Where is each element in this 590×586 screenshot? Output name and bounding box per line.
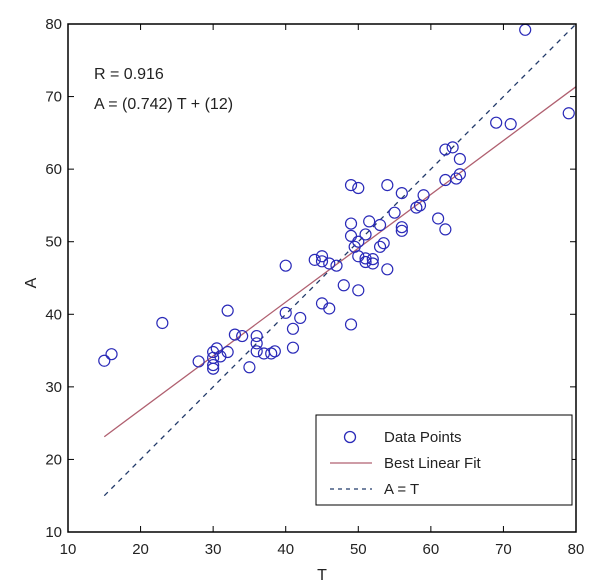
data-point [279,306,292,319]
y-tick-label: 60 [45,161,62,178]
legend-marker-data-points [343,430,357,444]
data-point [417,189,430,202]
data-point [250,329,263,343]
data-point [228,328,242,341]
data-point [395,186,408,200]
data-point [381,179,394,192]
annotation-equation: A = (0.742) T + (12) [94,96,233,113]
data-point [377,237,390,250]
data-point [446,141,459,154]
data-point [210,342,223,355]
data-point [359,255,372,269]
data-point [366,253,379,266]
data-point [432,212,445,225]
x-tick-label: 70 [495,541,512,558]
data-point [352,284,365,297]
legend-label-data-points: Data Points [384,429,462,446]
x-tick-label: 20 [132,541,149,558]
y-tick-label: 20 [45,451,62,468]
data-point [344,179,358,192]
data-point [323,257,336,270]
data-point [221,345,234,359]
data-point [395,224,408,237]
data-point [250,345,263,358]
x-tick-label: 30 [205,541,222,558]
data-point [373,240,387,253]
x-tick-label: 50 [350,541,367,558]
data-point [236,329,249,343]
data-point [192,355,205,368]
data-point [315,250,329,263]
y-tick-label: 80 [45,16,62,33]
data-point [98,354,111,367]
data-point [395,221,408,234]
data-point [105,348,118,361]
data-point [439,143,452,156]
x-tick-label: 40 [277,541,294,558]
data-point [352,181,365,195]
x-tick-label: 80 [568,541,585,558]
data-point [388,206,401,219]
data-point [330,259,343,272]
data-point [323,302,336,315]
legend-label-best-fit: Best Linear Fit [384,455,482,472]
legend-box [315,414,573,506]
annotation-r: R = 0.916 [94,66,164,83]
plot-frame [67,23,577,533]
identity-line [103,23,577,497]
x-axis-label: T [317,567,327,584]
data-point [286,341,300,354]
data-point [381,263,394,276]
data-point [250,337,263,350]
y-tick-label: 30 [45,379,62,396]
data-point [156,316,169,330]
data-point [279,259,292,272]
data-point [450,172,463,185]
data-point [207,358,220,372]
data-point [243,361,256,374]
data-point [453,168,466,181]
data-point [337,279,350,292]
data-point [490,116,503,129]
data-point [439,223,452,236]
data-point [315,255,329,268]
data-point [562,107,575,120]
data-points [98,23,575,375]
data-point [373,218,387,232]
y-axis-ticks: 10 20 30 40 50 60 70 80 [45,16,576,541]
data-point [504,118,517,131]
data-point [221,304,234,317]
data-point [294,311,307,325]
data-point [344,318,358,331]
data-point [453,152,466,166]
data-point [286,322,300,335]
data-point [363,215,376,228]
y-tick-label: 50 [45,234,62,251]
legend-label-identity: A = T [384,481,419,498]
x-tick-label: 10 [60,541,77,558]
x-tick-label: 60 [423,541,440,558]
y-tick-label: 10 [45,524,62,541]
legend: Data Points Best Linear Fit A = T [315,414,573,506]
data-point [214,350,227,363]
data-point [366,257,379,270]
data-point [352,235,365,248]
data-point [359,228,372,241]
data-point [207,345,220,359]
data-point [344,217,358,230]
y-tick-label: 70 [45,89,62,106]
y-tick-label: 40 [45,306,62,323]
data-point [268,345,281,358]
y-axis-label: A [23,277,40,288]
data-point [308,253,321,266]
x-axis-ticks: 10 20 30 40 50 60 70 80 [60,24,585,558]
